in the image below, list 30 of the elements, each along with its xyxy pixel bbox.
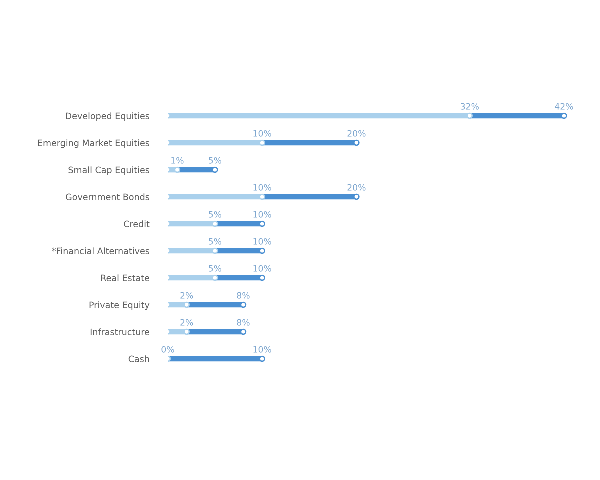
total-label: 10% xyxy=(254,265,272,272)
total-label: 8% xyxy=(237,292,250,299)
data-label: 5% xyxy=(209,238,222,245)
total-label: 42% xyxy=(555,103,574,110)
total-label: 20% xyxy=(348,130,366,137)
y-tick-label: Government Bonds xyxy=(66,194,150,200)
y-tick-label: Credit xyxy=(124,220,150,228)
total-label: 20% xyxy=(348,184,366,191)
data-label: 32% xyxy=(460,103,479,110)
total-label: 10% xyxy=(254,346,272,353)
data-label: 2% xyxy=(180,319,194,326)
data-label: 1% xyxy=(172,157,184,164)
data-label: 10% xyxy=(254,130,272,137)
y-tick-label: Real Estate xyxy=(101,274,150,282)
data-label: 2% xyxy=(180,292,194,299)
total-label: 10% xyxy=(254,238,272,245)
data-label: 5% xyxy=(209,265,222,272)
y-tick-label: Emerging Market Equities xyxy=(38,140,150,148)
total-label: 5% xyxy=(209,157,222,164)
y-tick-label: Small Cap Equities xyxy=(68,166,150,176)
y-tick-label: *Financial Alternatives xyxy=(52,248,150,254)
data-label: 10% xyxy=(254,184,272,191)
y-tick-label: Private Equity xyxy=(90,302,150,310)
y-tick-label: Infrastructure xyxy=(90,328,150,336)
data-label: 5% xyxy=(209,211,222,218)
total-label: 8% xyxy=(237,319,250,326)
y-tick-label: Cash xyxy=(128,356,150,362)
total-label: 10% xyxy=(254,211,272,218)
annotation: 0% xyxy=(162,346,174,353)
y-tick-label: Developed Equities xyxy=(66,112,150,122)
